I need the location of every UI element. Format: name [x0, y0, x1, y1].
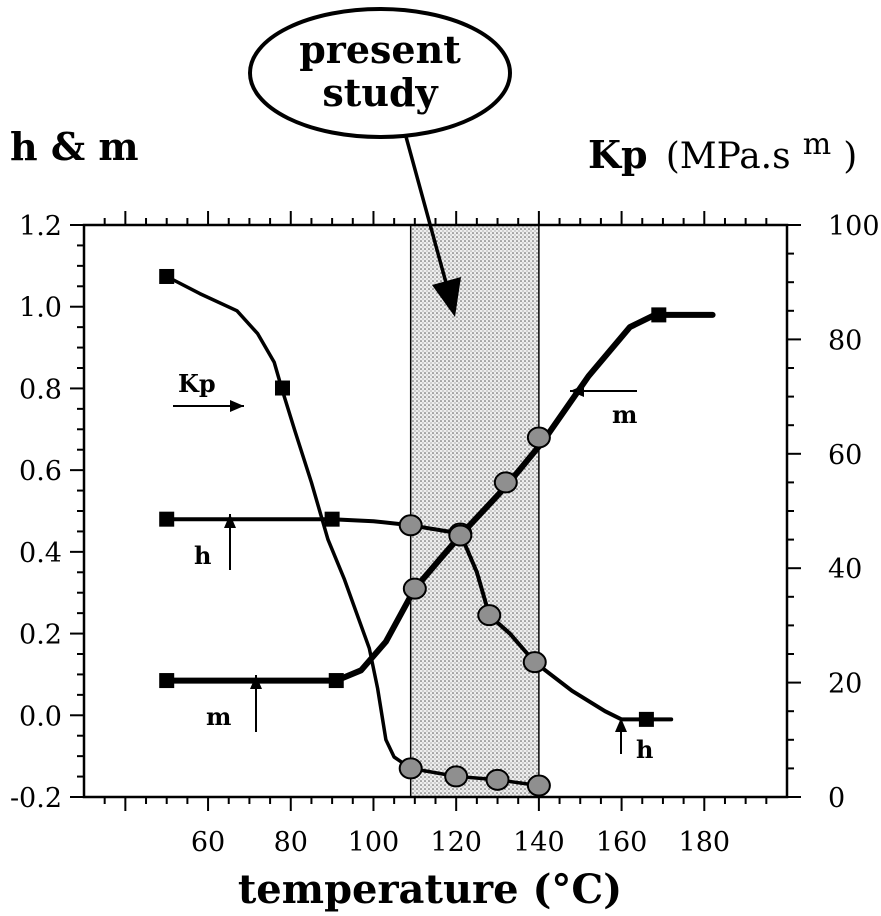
- y-right-unit-close: ): [843, 136, 857, 177]
- marker-circle-kp: [398, 757, 423, 780]
- annotation-pointer-head: [432, 277, 461, 317]
- marker-square-h: [324, 511, 340, 527]
- annotation-line-1: present: [299, 27, 461, 72]
- x-tick-label: 60: [191, 827, 225, 858]
- marker-circle-h: [522, 651, 547, 674]
- y-right-unit-sup: m: [803, 127, 831, 162]
- x-tick-label: 160: [596, 827, 648, 858]
- x-axis-title: temperature (°C): [238, 866, 622, 913]
- annotation-pointer-line: [403, 132, 450, 291]
- y-right-tick-label: 60: [828, 440, 862, 471]
- marker-square-m: [328, 673, 344, 689]
- y-right-tick-label: 80: [828, 325, 862, 356]
- y-left-tick-label: 0.6: [19, 456, 62, 487]
- y-right-tick-label: 100: [828, 211, 880, 242]
- marker-circle-kp: [444, 765, 469, 788]
- marker-square-m: [159, 673, 175, 689]
- kp-callout-label: Kp: [178, 369, 216, 398]
- kp-callout-arrow-head: [230, 400, 244, 412]
- y-left-axis-title: h & m: [10, 124, 139, 169]
- y-right-axis-title: Kp (MPa.s m ): [588, 119, 857, 177]
- x-tick-label: 140: [513, 827, 565, 858]
- m-callout-label-left: m: [206, 702, 231, 731]
- h-callout-arrow-right-head: [615, 718, 627, 732]
- y-left-tick-label: -0.2: [10, 783, 62, 814]
- marker-circle-h: [477, 604, 502, 627]
- y-left-tick-label: 1.0: [19, 293, 62, 324]
- marker-circle-kp: [485, 768, 510, 791]
- marker-square-h: [159, 511, 175, 527]
- y-right-unit: (MPa.s: [666, 136, 791, 177]
- marker-square-kp: [274, 380, 290, 396]
- marker-circle-m: [526, 426, 551, 449]
- x-tick-label: 80: [274, 827, 308, 858]
- x-tick-label: 120: [430, 827, 482, 858]
- series-line-m: [163, 311, 716, 684]
- x-tick-label: 180: [679, 827, 731, 858]
- annotation-line-2: study: [322, 70, 438, 115]
- y-left-tick-label: 1.2: [19, 211, 62, 242]
- m-callout-label-right: m: [612, 400, 637, 429]
- marker-circle-m: [402, 577, 427, 600]
- x-tick-label: 100: [348, 827, 400, 858]
- m-callout-arrow-right-head: [570, 385, 584, 397]
- marker-square-h: [638, 711, 654, 727]
- annotation-ellipse: [248, 7, 512, 139]
- marker-square-kp: [159, 268, 175, 284]
- y-right-tick-label: 40: [828, 554, 862, 585]
- marker-circle-kp: [526, 774, 551, 797]
- marker-square-m: [651, 307, 667, 323]
- m-callout-arrow-left-head: [250, 675, 262, 689]
- h-callout-label-right: h: [636, 735, 653, 764]
- kp-symbol: Kp: [588, 132, 648, 177]
- y-left-tick-label: 0.2: [19, 620, 62, 651]
- marker-circle-m: [493, 471, 518, 494]
- marker-circle-h: [398, 514, 423, 537]
- marker-circle-m: [448, 524, 473, 547]
- h-callout-label-left: h: [194, 541, 211, 570]
- y-right-tick-label: 0: [828, 783, 845, 814]
- y-left-tick-label: 0.8: [19, 374, 62, 405]
- y-left-tick-label: 0.4: [19, 538, 62, 569]
- y-left-tick-label: 0.0: [19, 701, 62, 732]
- h-callout-arrow-left-head: [224, 514, 236, 528]
- shaded-region: [409, 224, 540, 798]
- y-right-tick-label: 20: [828, 669, 862, 700]
